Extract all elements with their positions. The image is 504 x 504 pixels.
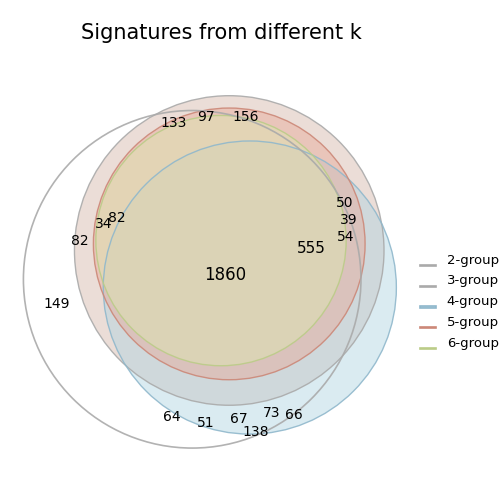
Text: 82: 82 [71,233,88,247]
Text: 39: 39 [340,213,357,227]
Ellipse shape [75,96,384,405]
Text: 51: 51 [198,416,215,430]
Text: 97: 97 [198,110,215,124]
Text: 66: 66 [285,408,302,422]
Text: 133: 133 [160,116,186,130]
Text: 64: 64 [163,410,180,424]
Ellipse shape [93,108,365,380]
Text: 50: 50 [336,196,353,210]
Text: 82: 82 [108,211,126,225]
Text: 34: 34 [95,217,113,231]
Text: 149: 149 [43,297,70,311]
Text: 54: 54 [337,230,355,244]
Text: 67: 67 [230,412,248,426]
Legend: 2-group, 3-group, 4-group, 5-group, 6-group: 2-group, 3-group, 4-group, 5-group, 6-gr… [414,246,504,356]
Text: 555: 555 [297,241,326,257]
Text: 156: 156 [232,110,259,124]
Ellipse shape [103,141,396,434]
Text: 73: 73 [263,407,281,420]
Ellipse shape [96,115,346,366]
Text: 138: 138 [242,424,269,438]
Title: Signatures from different k: Signatures from different k [81,23,361,43]
Text: 1860: 1860 [204,266,246,284]
